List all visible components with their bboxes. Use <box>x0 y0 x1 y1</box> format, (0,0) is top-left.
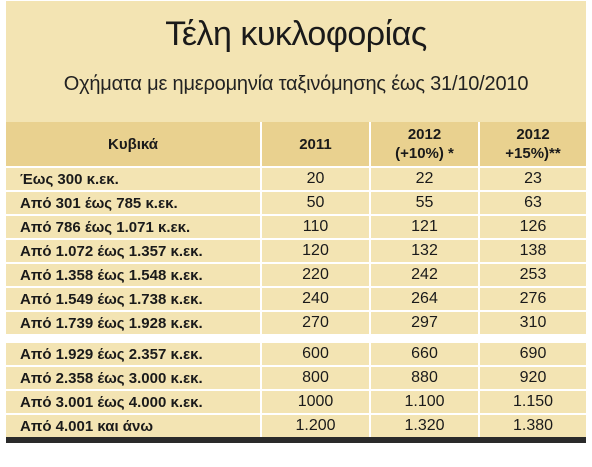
fee-value-cell: 253 <box>478 262 586 287</box>
cc-range-cell: Από 1.739 έως 1.928 κ.εκ. <box>6 310 261 339</box>
table-row: Έως 300 κ.εκ. 20 22 23 <box>6 166 586 191</box>
fee-value-cell: 220 <box>260 262 370 287</box>
column-header-cc: Κυβικά <box>6 122 261 167</box>
fee-value-cell: 264 <box>369 286 479 311</box>
fee-value-cell: 600 <box>260 334 370 366</box>
cc-range-cell: Από 3.001 έως 4.000 κ.εκ. <box>6 389 261 414</box>
page-subtitle: Οχήματα με ημερομηνία ταξινόμησης έως 31… <box>63 73 529 95</box>
table-row: Από 4.001 και άνω 1.200 1.320 1.380 <box>6 413 586 443</box>
fee-value-cell: 920 <box>478 365 586 390</box>
cc-range-cell: Από 1.072 έως 1.357 κ.εκ. <box>6 238 261 263</box>
fee-value-cell: 270 <box>260 310 370 339</box>
column-header-2011: 2011 <box>260 122 370 167</box>
fee-value-cell: 310 <box>478 310 586 339</box>
fee-table-sheet: Τέλη κυκλοφορίας Οχήματα με ημερομηνία τ… <box>3 1 590 465</box>
fee-value-cell: 1.100 <box>369 389 479 414</box>
fee-value-cell: 1000 <box>260 389 370 414</box>
table-row: Από 1.739 έως 1.928 κ.εκ. 270 297 310 <box>6 310 586 339</box>
fee-value-cell: 63 <box>478 190 586 215</box>
table-header-band: Τέλη κυκλοφορίας Οχήματα με ημερομηνία τ… <box>6 1 586 122</box>
fee-value-cell: 242 <box>369 262 479 287</box>
cc-range-cell: Από 2.358 έως 3.000 κ.εκ. <box>6 365 261 390</box>
table-row: Από 1.549 έως 1.738 κ.εκ. 240 264 276 <box>6 286 586 311</box>
fee-value-cell: 1.200 <box>260 413 370 443</box>
table-row: Από 786 έως 1.071 κ.εκ. 110 121 126 <box>6 214 586 239</box>
column-header-2012-15: 2012 +15%)** <box>478 122 586 167</box>
fee-value-cell: 880 <box>369 365 479 390</box>
fee-value-cell: 23 <box>478 166 586 191</box>
cc-range-cell: Από 4.001 και άνω <box>6 413 261 443</box>
column-header-2012-10: 2012 (+10%) * <box>369 122 479 167</box>
fee-value-cell: 132 <box>369 238 479 263</box>
fee-value-cell: 1.150 <box>478 389 586 414</box>
fee-value-cell: 121 <box>369 214 479 239</box>
fee-value-cell: 660 <box>369 334 479 366</box>
table-row: Από 2.358 έως 3.000 κ.εκ. 800 880 920 <box>6 365 586 390</box>
cc-range-cell: Από 1.929 έως 2.357 κ.εκ. <box>6 334 261 366</box>
table-row: Από 1.358 έως 1.548 κ.εκ. 220 242 253 <box>6 262 586 287</box>
fee-value-cell: 240 <box>260 286 370 311</box>
fee-value-cell: 297 <box>369 310 479 339</box>
fee-value-cell: 22 <box>369 166 479 191</box>
table-row: Από 301 έως 785 κ.εκ. 50 55 63 <box>6 190 586 215</box>
column-header-row: Κυβικά 2011 2012 (+10%) * 2012 +15%)** <box>6 122 586 167</box>
table-row: Από 3.001 έως 4.000 κ.εκ. 1000 1.100 1.150 <box>6 389 586 414</box>
cc-range-cell: Από 1.549 έως 1.738 κ.εκ. <box>6 286 261 311</box>
fee-value-cell: 50 <box>260 190 370 215</box>
fee-value-cell: 276 <box>478 286 586 311</box>
cc-range-cell: Από 301 έως 785 κ.εκ. <box>6 190 261 215</box>
fee-value-cell: 138 <box>478 238 586 263</box>
fee-value-cell: 800 <box>260 365 370 390</box>
page-title: Τέλη κυκλοφορίας <box>165 15 427 53</box>
cc-range-cell: Έως 300 κ.εκ. <box>6 166 261 191</box>
fee-value-cell: 55 <box>369 190 479 215</box>
fee-value-cell: 20 <box>260 166 370 191</box>
fee-value-cell: 110 <box>260 214 370 239</box>
fee-table: Κυβικά 2011 2012 (+10%) * 2012 +15%)** Έως… <box>6 122 586 443</box>
fee-value-cell: 126 <box>478 214 586 239</box>
table-row: Από 1.929 έως 2.357 κ.εκ. 600 660 690 <box>6 334 586 366</box>
table-row: Από 1.072 έως 1.357 κ.εκ. 120 132 138 <box>6 238 586 263</box>
cc-range-cell: Από 1.358 έως 1.548 κ.εκ. <box>6 262 261 287</box>
fee-value-cell: 120 <box>260 238 370 263</box>
fee-value-cell: 1.380 <box>478 413 586 443</box>
fee-value-cell: 690 <box>478 334 586 366</box>
fee-value-cell: 1.320 <box>369 413 479 443</box>
cc-range-cell: Από 786 έως 1.071 κ.εκ. <box>6 214 261 239</box>
